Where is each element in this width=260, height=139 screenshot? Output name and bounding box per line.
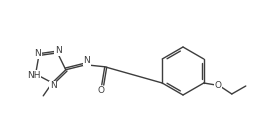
Text: N: N [55,46,62,55]
Text: N: N [83,56,90,65]
Text: O: O [98,86,105,95]
Text: NH: NH [27,70,40,80]
Text: N: N [50,81,57,90]
Text: O: O [214,80,221,90]
Text: N: N [35,49,41,58]
